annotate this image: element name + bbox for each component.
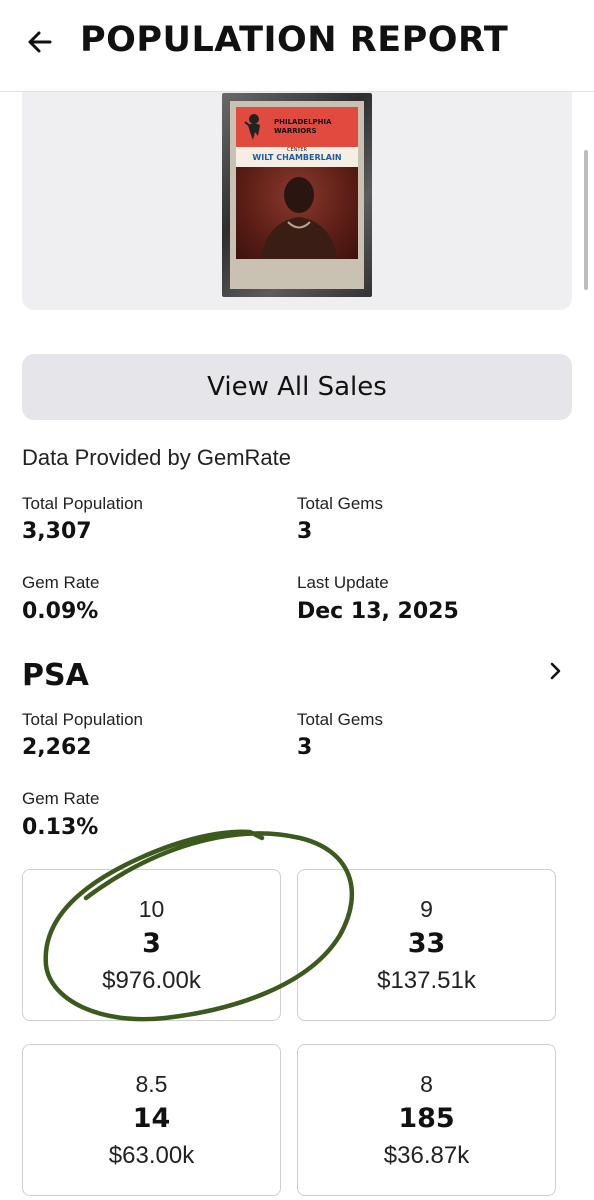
total-gems-value: 3 — [297, 519, 313, 544]
card-team-name: PHILADELPHIA WARRIORS — [274, 118, 332, 136]
player-silhouette-icon — [261, 177, 337, 259]
total-population-value: 3,307 — [22, 519, 92, 544]
psa-details-button[interactable] — [540, 656, 570, 686]
psa-gem-rate-label: Gem Rate — [22, 789, 100, 808]
psa-gem-rate-value: 0.13% — [22, 815, 99, 840]
app-header: POPULATION REPORT — [0, 0, 594, 92]
data-provider-text: Data Provided by GemRate — [22, 445, 292, 470]
warrior-logo-icon — [244, 114, 260, 140]
scrollbar[interactable] — [584, 150, 588, 290]
arrow-left-icon — [28, 31, 52, 53]
card-position: CENTER — [286, 147, 308, 153]
psa-total-population-value: 2,262 — [22, 735, 92, 760]
gem-rate-value: 0.09% — [22, 599, 99, 624]
last-update-label: Last Update — [297, 573, 389, 592]
grade-label: 8 — [420, 1071, 433, 1097]
card-face: PHILADELPHIA WARRIORS CENTER WILT CHAMBE… — [230, 101, 364, 289]
card-team-line2: WARRIORS — [274, 127, 317, 135]
card-player-photo — [236, 167, 358, 259]
total-gems-label: Total Gems — [297, 494, 383, 513]
grade-card-8-5[interactable]: 8.5 14 $63.00k — [22, 1044, 281, 1196]
grade-count: 3 — [142, 928, 161, 959]
grade-price: $976.00k — [102, 967, 201, 994]
grade-count: 14 — [132, 1103, 171, 1134]
psa-section-title: PSA — [22, 658, 89, 693]
card-name-band: CENTER WILT CHAMBERLAIN — [236, 147, 358, 167]
chevron-right-icon — [550, 662, 561, 680]
card-slab-image[interactable]: PHILADELPHIA WARRIORS CENTER WILT CHAMBE… — [222, 93, 372, 297]
grade-price: $63.00k — [108, 1142, 195, 1169]
back-button[interactable] — [22, 24, 58, 60]
card-player-name: WILT CHAMBERLAIN — [252, 153, 342, 162]
gem-rate-label: Gem Rate — [22, 573, 100, 592]
grade-price: $137.51k — [377, 967, 476, 994]
grade-label: 8.5 — [135, 1071, 168, 1097]
grade-card-9[interactable]: 9 33 $137.51k — [297, 869, 556, 1021]
grade-label: 9 — [420, 896, 433, 922]
page-title: POPULATION REPORT — [80, 20, 509, 60]
psa-total-population-label: Total Population — [22, 710, 143, 729]
last-update-value: Dec 13, 2025 — [297, 599, 459, 624]
grade-count: 33 — [407, 928, 446, 959]
grade-count: 185 — [398, 1103, 455, 1134]
grade-price: $36.87k — [383, 1142, 470, 1169]
grade-card-10[interactable]: 10 3 $976.00k — [22, 869, 281, 1021]
view-all-sales-button[interactable]: View All Sales — [22, 354, 572, 420]
total-population-label: Total Population — [22, 494, 143, 513]
grade-card-8[interactable]: 8 185 $36.87k — [297, 1044, 556, 1196]
grade-label: 10 — [138, 896, 165, 922]
card-team-band: PHILADELPHIA WARRIORS — [236, 107, 358, 147]
psa-total-gems-value: 3 — [297, 735, 313, 760]
psa-total-gems-label: Total Gems — [297, 710, 383, 729]
card-team-line1: PHILADELPHIA — [274, 118, 332, 126]
